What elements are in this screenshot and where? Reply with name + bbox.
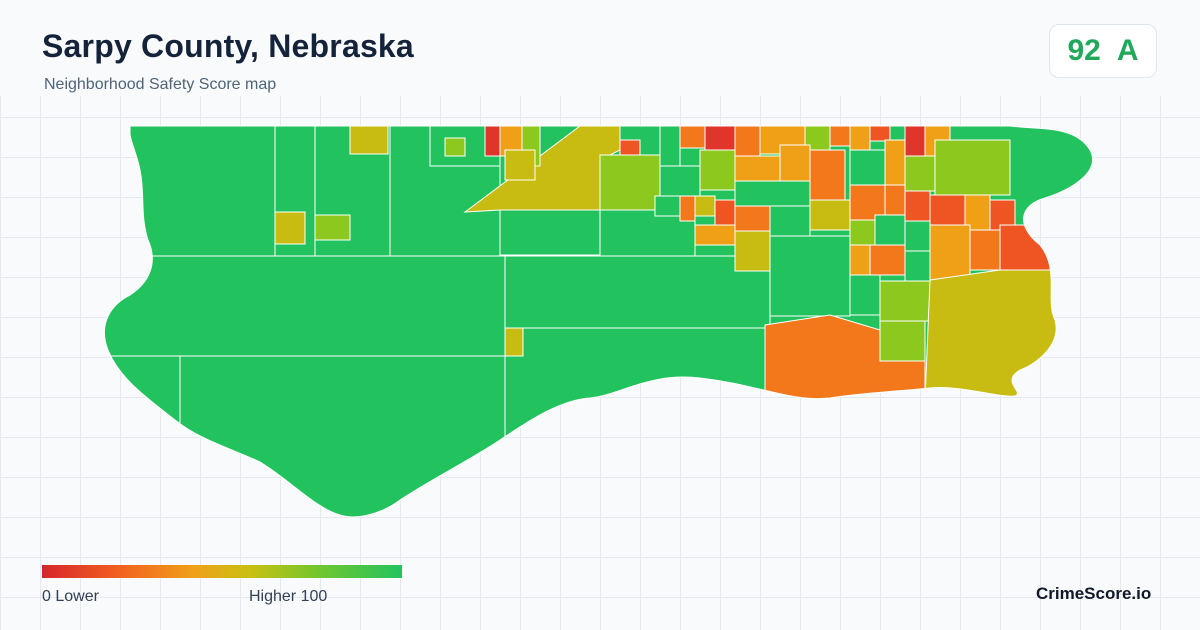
district[interactable] [904,155,936,192]
district[interactable] [504,327,766,528]
district[interactable] [779,144,811,186]
legend-min-label: 0 Lower [42,588,99,605]
district[interactable] [179,355,506,536]
district[interactable] [879,320,926,362]
district[interactable] [314,214,351,241]
district[interactable] [769,235,851,317]
district[interactable] [659,165,701,197]
score-value: 92 [1067,34,1101,67]
score-badge: 92 A [1049,24,1157,78]
district[interactable] [679,195,696,222]
district[interactable] [659,126,681,167]
district[interactable] [734,126,761,157]
district[interactable] [694,224,736,246]
district[interactable] [904,190,931,222]
page-title: Sarpy County, Nebraska [42,28,414,64]
legend-gradient-bar [42,565,402,578]
district[interactable] [809,149,846,201]
score-grade: A [1116,34,1139,67]
district[interactable] [929,194,966,226]
district[interactable] [349,126,389,155]
page-subtitle: Neighborhood Safety Score map [44,76,277,93]
district[interactable] [699,149,736,191]
district[interactable] [849,126,871,152]
district[interactable] [484,126,501,157]
district[interactable] [504,255,771,329]
district[interactable] [129,126,276,257]
district[interactable] [769,205,811,237]
district[interactable] [934,139,1011,196]
district[interactable] [654,195,681,217]
district[interactable] [504,327,524,357]
district[interactable] [924,269,1061,401]
district[interactable] [999,224,1051,276]
district[interactable] [679,126,706,149]
county-outline [103,125,1093,518]
district[interactable] [734,155,781,182]
district[interactable] [734,230,771,272]
district[interactable] [849,149,886,186]
district[interactable] [100,255,506,357]
district[interactable] [499,209,601,256]
district[interactable] [734,205,771,232]
district[interactable] [849,219,876,246]
district[interactable] [879,280,931,322]
district[interactable] [504,149,536,181]
district[interactable] [869,126,891,142]
district[interactable] [274,211,306,245]
district[interactable] [849,274,881,316]
district[interactable] [809,199,851,231]
district[interactable] [694,195,716,217]
district[interactable] [874,214,906,246]
district[interactable] [904,126,926,157]
legend-max-label: Higher 100 [249,588,328,605]
district[interactable] [619,139,641,156]
district[interactable] [969,229,1001,271]
district[interactable] [904,250,931,282]
district[interactable] [599,154,661,211]
brand-logo[interactable]: CrimeScore.io [1036,584,1152,603]
district[interactable] [904,220,931,252]
district[interactable] [734,180,811,207]
header: Sarpy County, Nebraska Neighborhood Safe… [0,0,1200,96]
district[interactable] [929,224,971,281]
district[interactable] [884,139,906,186]
district[interactable] [444,137,466,157]
district[interactable] [849,244,871,276]
district[interactable] [884,184,906,216]
district[interactable] [829,126,851,147]
district[interactable] [869,244,906,276]
